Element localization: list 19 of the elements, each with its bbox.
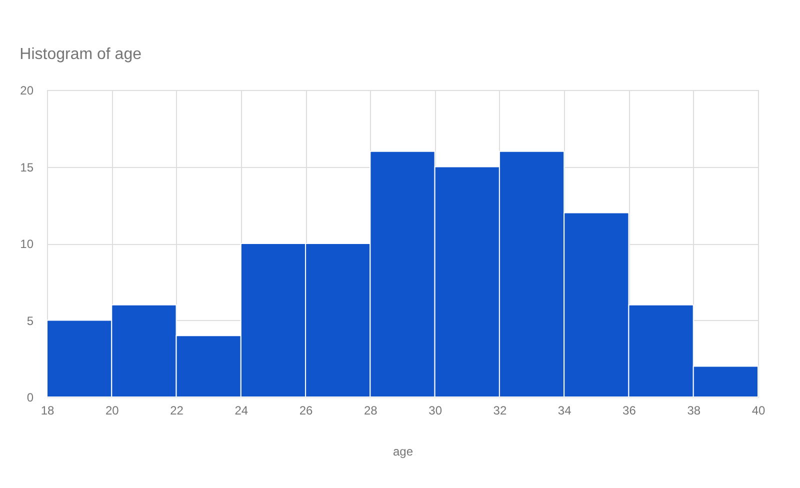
x-tick-label: 24 xyxy=(234,404,248,418)
x-tick-label: 26 xyxy=(299,404,314,418)
x-tick-label: 32 xyxy=(493,404,507,418)
x-tick-label: 18 xyxy=(40,404,54,418)
x-tick-label: 38 xyxy=(687,404,701,418)
y-tick-label: 5 xyxy=(26,314,34,328)
x-tick-label: 20 xyxy=(105,404,120,418)
y-tick-label: 10 xyxy=(20,237,34,251)
y-tick-label: 0 xyxy=(26,390,34,404)
x-tick-label: 40 xyxy=(752,404,766,418)
x-tick-label: 22 xyxy=(170,404,184,418)
y-tick-label: 15 xyxy=(20,160,34,174)
y-tick-label: 20 xyxy=(20,84,34,98)
x-tick-label: 36 xyxy=(622,404,636,418)
x-tick-label: 30 xyxy=(428,404,442,418)
x-axis-title: age xyxy=(392,444,414,458)
x-tick-label: 28 xyxy=(364,404,378,418)
x-tick-label: 34 xyxy=(558,404,572,418)
chart-title: Histogram of age xyxy=(20,46,142,63)
